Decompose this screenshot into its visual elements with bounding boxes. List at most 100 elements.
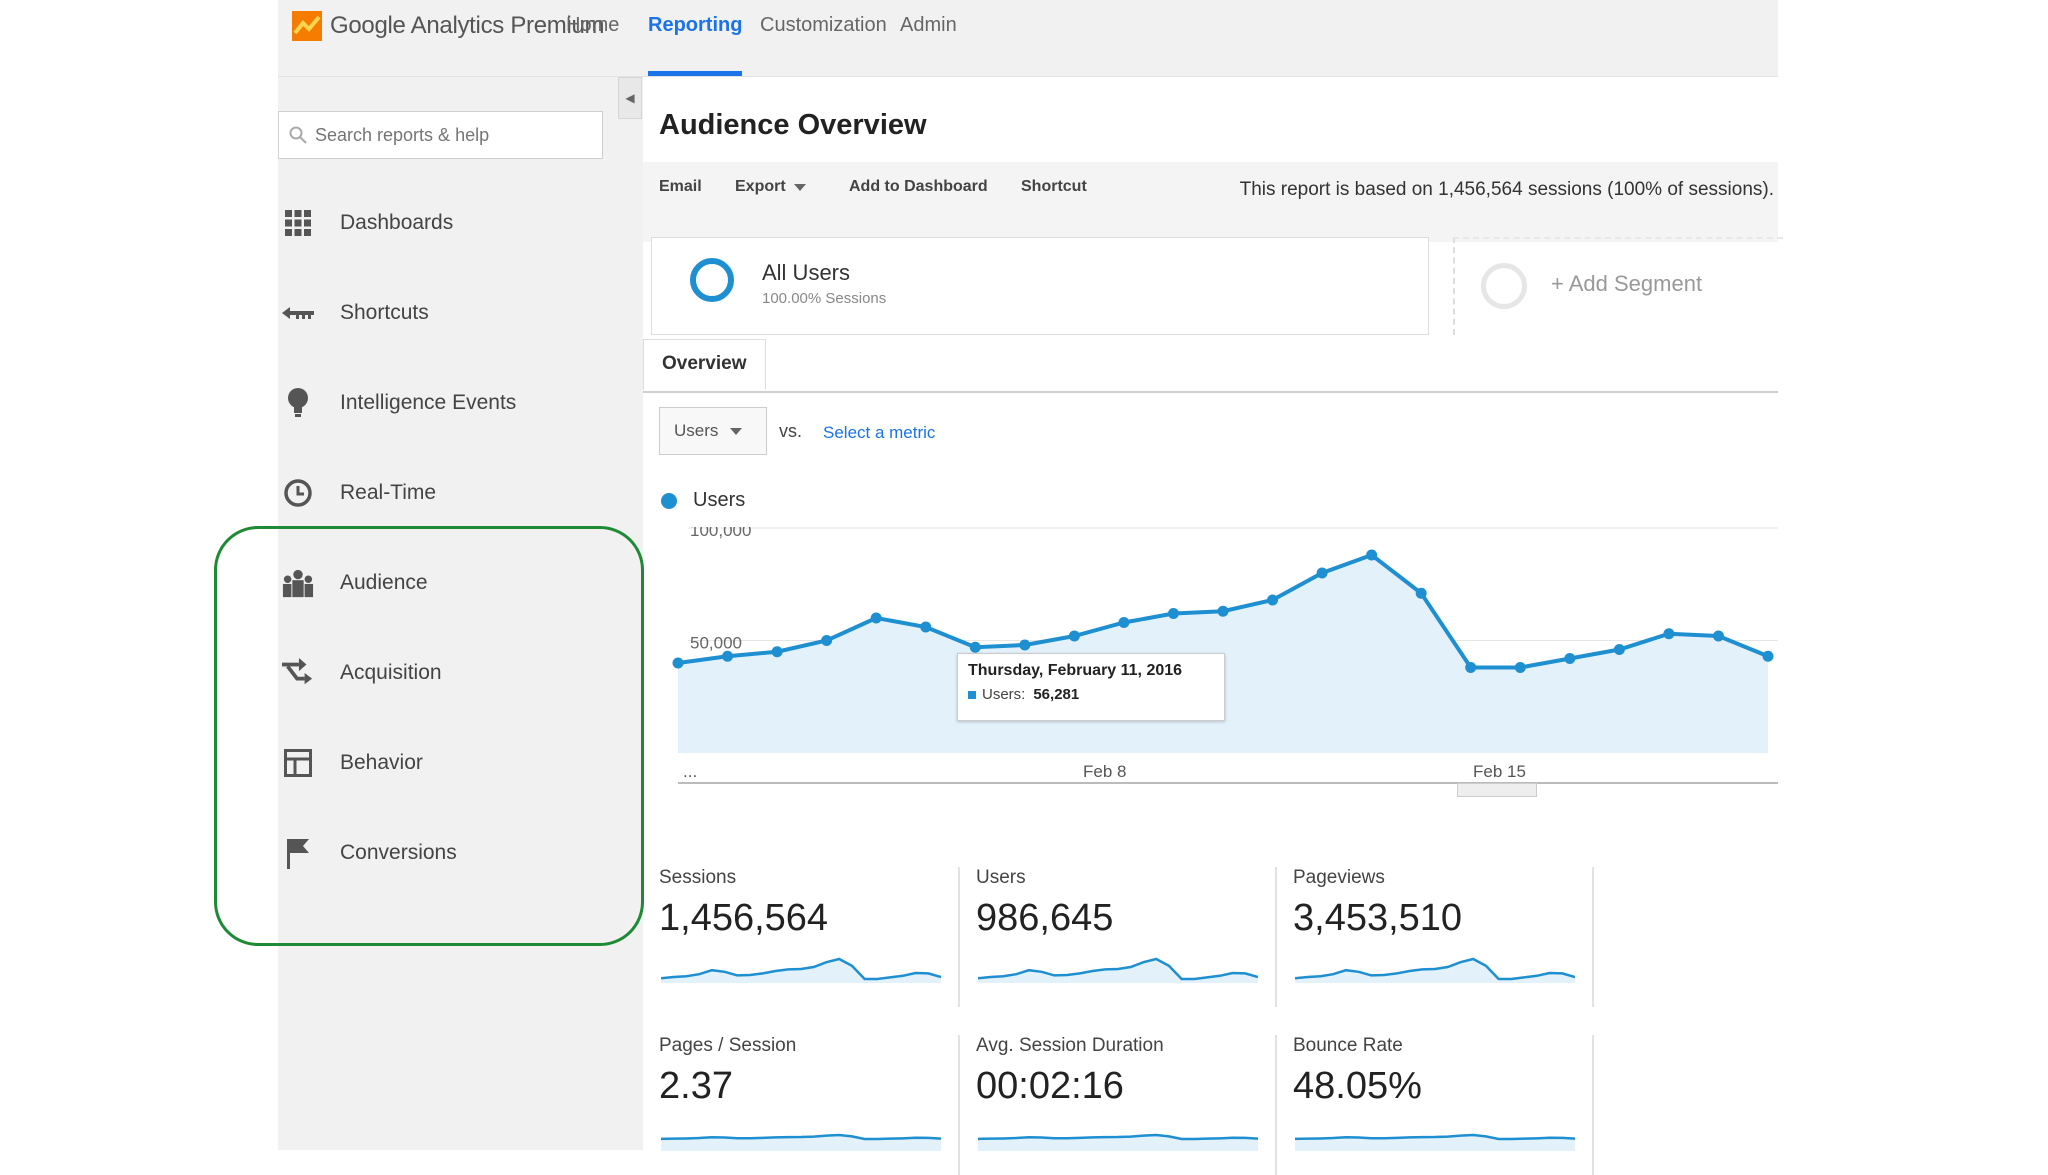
- data-point[interactable]: [1118, 617, 1130, 628]
- data-point[interactable]: [1019, 639, 1031, 651]
- data-point[interactable]: [1762, 650, 1774, 662]
- tooltip-date: Thursday, February 11, 2016: [968, 662, 1183, 679]
- tooltip-metric: Users:: [982, 686, 1026, 703]
- sparkline-line: [661, 1133, 941, 1141]
- sidebar-item-real-time[interactable]: Real-Time: [278, 463, 643, 523]
- data-point[interactable]: [1514, 662, 1526, 673]
- segment-all-users[interactable]: All Users 100.00% Sessions: [651, 237, 1429, 335]
- search-input[interactable]: [313, 123, 597, 147]
- data-point[interactable]: [1167, 608, 1179, 619]
- shortcut-button[interactable]: Shortcut: [1021, 178, 1087, 195]
- logo[interactable]: Google Analytics Premium: [292, 10, 605, 42]
- data-point[interactable]: [1316, 567, 1328, 579]
- sparkline-line: [1295, 957, 1575, 981]
- sidebar-item-behavior[interactable]: Behavior: [278, 733, 643, 793]
- tab-reporting[interactable]: Reporting: [648, 14, 743, 76]
- export-label: Export: [735, 178, 786, 195]
- sidebar-item-intelligence-events[interactable]: Intelligence Events: [278, 373, 643, 433]
- collapse-sidebar-button[interactable]: ◀: [618, 77, 642, 119]
- tab-home[interactable]: Home: [566, 14, 620, 36]
- sidebar-item-acquisition[interactable]: Acquisition: [278, 643, 643, 703]
- sparkline-area: [1295, 959, 1575, 983]
- sidebar-item-audience[interactable]: Audience: [278, 553, 643, 613]
- segment-ring-icon: [690, 258, 734, 302]
- logo-text: Google Analytics Premium: [330, 12, 605, 39]
- add-to-dashboard-button[interactable]: Add to Dashboard: [849, 178, 988, 195]
- data-point[interactable]: [1068, 630, 1080, 642]
- tab-customization[interactable]: Customization: [760, 14, 887, 36]
- data-point[interactable]: [1415, 587, 1427, 599]
- export-button[interactable]: Export: [735, 178, 806, 196]
- search-box[interactable]: [278, 111, 603, 159]
- data-point[interactable]: [672, 657, 684, 669]
- tile-users[interactable]: Users 986,645: [960, 867, 1277, 1007]
- data-point[interactable]: [969, 641, 981, 653]
- chevron-left-icon: ◀: [625, 91, 635, 105]
- sparkline-area: [661, 959, 941, 983]
- tile-label: Pages / Session: [659, 1035, 797, 1056]
- tile-sessions[interactable]: Sessions 1,456,564: [643, 867, 960, 1007]
- tile-label: Sessions: [659, 867, 737, 888]
- tab-overview[interactable]: Overview: [643, 339, 766, 391]
- data-point[interactable]: [1465, 662, 1477, 673]
- people-icon: [282, 567, 314, 599]
- tile-pages-per-session[interactable]: Pages / Session 2.37: [643, 1035, 960, 1175]
- sparkline: [978, 957, 1258, 983]
- chevron-down-icon: [793, 183, 806, 191]
- add-segment-button[interactable]: + Add Segment: [1453, 237, 1783, 335]
- main-panel: Audience Overview Email Export Add to Da…: [643, 77, 1783, 1175]
- tile-bounce-rate[interactable]: Bounce Rate 48.05%: [1277, 1035, 1594, 1175]
- segment-sessions: 100.00% Sessions: [762, 290, 887, 307]
- data-point[interactable]: [920, 621, 932, 633]
- data-point[interactable]: [1217, 605, 1229, 617]
- tile-label: Bounce Rate: [1293, 1035, 1403, 1056]
- sidebar-item-label: Shortcuts: [340, 301, 429, 324]
- sidebar-item-conversions[interactable]: Conversions: [278, 823, 643, 883]
- tooltip-value: 56,281: [1033, 686, 1080, 703]
- sparkline-line: [978, 1133, 1258, 1141]
- sparkline-line: [978, 957, 1258, 981]
- lightbulb-icon: [282, 387, 314, 419]
- data-point[interactable]: [722, 650, 734, 662]
- data-point[interactable]: [1663, 628, 1675, 640]
- select-metric-link[interactable]: Select a metric: [823, 423, 936, 442]
- data-point[interactable]: [771, 646, 783, 658]
- flag-icon: [282, 837, 314, 869]
- search-icon: [289, 126, 307, 144]
- tile-label: Pageviews: [1293, 867, 1385, 888]
- data-point[interactable]: [1366, 549, 1378, 561]
- sidebar-item-label: Real-Time: [340, 481, 437, 504]
- sparkline: [978, 1133, 1258, 1151]
- metric-select[interactable]: Users: [659, 407, 767, 455]
- tab-strip: Overview: [643, 339, 1778, 393]
- x-tick-label: Feb 15: [1473, 762, 1526, 781]
- add-segment-label: + Add Segment: [1551, 271, 1703, 296]
- chart-expand-handle[interactable]: [1457, 783, 1537, 797]
- legend-dot-icon: [661, 492, 677, 509]
- shortcut-arrow-icon: [282, 297, 314, 329]
- sidebar-item-label: Dashboards: [340, 211, 454, 234]
- sidebar-item-label: Behavior: [340, 751, 423, 774]
- analytics-app: Google Analytics Premium Home Reporting …: [278, 0, 1783, 1175]
- sparkline: [661, 1133, 941, 1151]
- data-point[interactable]: [1613, 644, 1625, 655]
- data-point[interactable]: [1267, 594, 1279, 606]
- data-point[interactable]: [821, 635, 833, 646]
- sampling-note: This report is based on 1,456,564 sessio…: [1239, 179, 1774, 200]
- tile-label: Users: [976, 867, 1026, 888]
- tile-value: 00:02:16: [976, 1065, 1124, 1107]
- data-point[interactable]: [1712, 630, 1724, 642]
- sidebar-item-shortcuts[interactable]: Shortcuts: [278, 283, 643, 343]
- y-tick-label: 50,000: [690, 634, 742, 653]
- data-point[interactable]: [1564, 653, 1576, 664]
- data-point[interactable]: [870, 612, 882, 624]
- sidebar-item-dashboards[interactable]: Dashboards: [278, 193, 643, 253]
- sidebar-item-label: Audience: [340, 571, 428, 594]
- tab-admin[interactable]: Admin: [900, 14, 957, 36]
- email-button[interactable]: Email: [659, 178, 702, 195]
- tile-avg-session-duration[interactable]: Avg. Session Duration 00:02:16: [960, 1035, 1277, 1175]
- y-tick-label: 100,000: [690, 527, 751, 540]
- tooltip-series-icon: [968, 690, 976, 699]
- tile-pageviews[interactable]: Pageviews 3,453,510: [1277, 867, 1594, 1007]
- chart-tooltip: Thursday, February 11, 2016 Users: 56,28…: [957, 653, 1225, 721]
